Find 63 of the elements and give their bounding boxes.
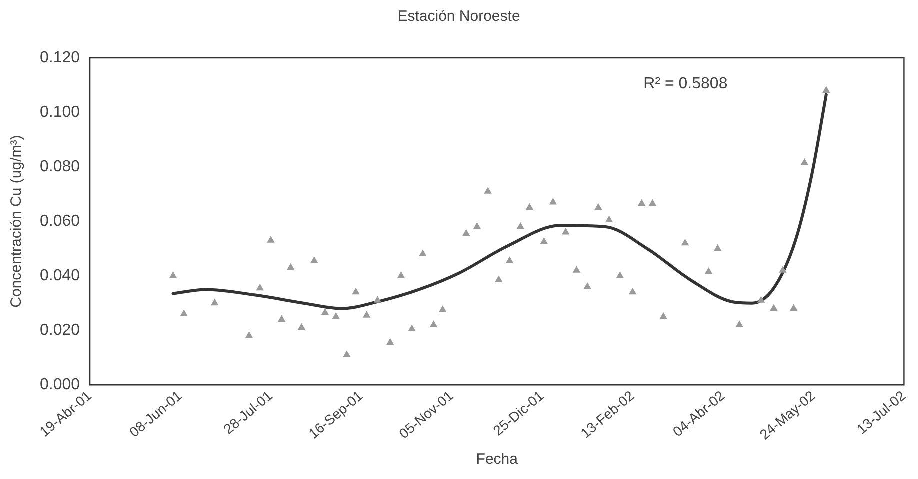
point — [419, 250, 426, 257]
point — [267, 236, 274, 243]
point — [526, 204, 534, 210]
point — [211, 299, 218, 306]
line-series — [172, 93, 828, 310]
point — [484, 188, 492, 194]
point — [758, 296, 765, 303]
point — [322, 308, 329, 316]
point — [506, 257, 514, 264]
point — [801, 158, 808, 166]
y-tick-label: 0.080 — [40, 158, 80, 176]
point — [408, 325, 416, 332]
point — [310, 257, 318, 264]
point — [594, 204, 602, 210]
point — [332, 312, 340, 320]
point — [287, 264, 294, 270]
point — [705, 268, 712, 274]
y-tick-label: 0.100 — [40, 104, 80, 121]
point — [660, 312, 668, 320]
point — [363, 312, 370, 318]
point — [629, 288, 636, 295]
point — [430, 321, 438, 328]
point — [540, 238, 548, 244]
point — [779, 266, 787, 273]
point — [352, 288, 360, 295]
point — [790, 304, 798, 312]
y-tick-label: 0.120 — [40, 49, 80, 66]
point — [439, 306, 446, 312]
point — [550, 198, 557, 205]
point — [278, 316, 286, 322]
y-tick-label: 0.040 — [40, 267, 80, 284]
point — [606, 216, 613, 222]
point — [170, 272, 177, 278]
point — [682, 239, 689, 246]
point — [714, 244, 722, 252]
point — [584, 282, 592, 290]
point — [822, 86, 830, 93]
point — [770, 304, 778, 312]
point — [573, 266, 580, 273]
point — [180, 310, 188, 316]
y-axis-title: Concentración Cu (ug/m³) — [8, 135, 26, 308]
point — [398, 272, 405, 278]
point — [256, 284, 264, 291]
point — [517, 223, 524, 230]
point — [562, 228, 570, 235]
annotation: R² = 0.5808 — [644, 75, 728, 92]
point — [298, 324, 306, 330]
point — [495, 276, 502, 282]
point — [386, 338, 394, 346]
point — [343, 351, 350, 358]
point — [616, 272, 624, 278]
point — [474, 223, 481, 230]
point — [374, 296, 382, 303]
point — [638, 200, 646, 206]
chart-title: Estación Noroeste — [398, 8, 520, 26]
y-tick-label: 0.000 — [40, 376, 80, 394]
point — [649, 200, 656, 206]
y-tick-label: 0.020 — [40, 322, 80, 340]
y-tick-label: 0.060 — [40, 212, 80, 230]
x-axis-title: Fecha — [476, 451, 519, 468]
point — [736, 321, 744, 328]
point — [246, 332, 253, 338]
point — [462, 230, 470, 236]
